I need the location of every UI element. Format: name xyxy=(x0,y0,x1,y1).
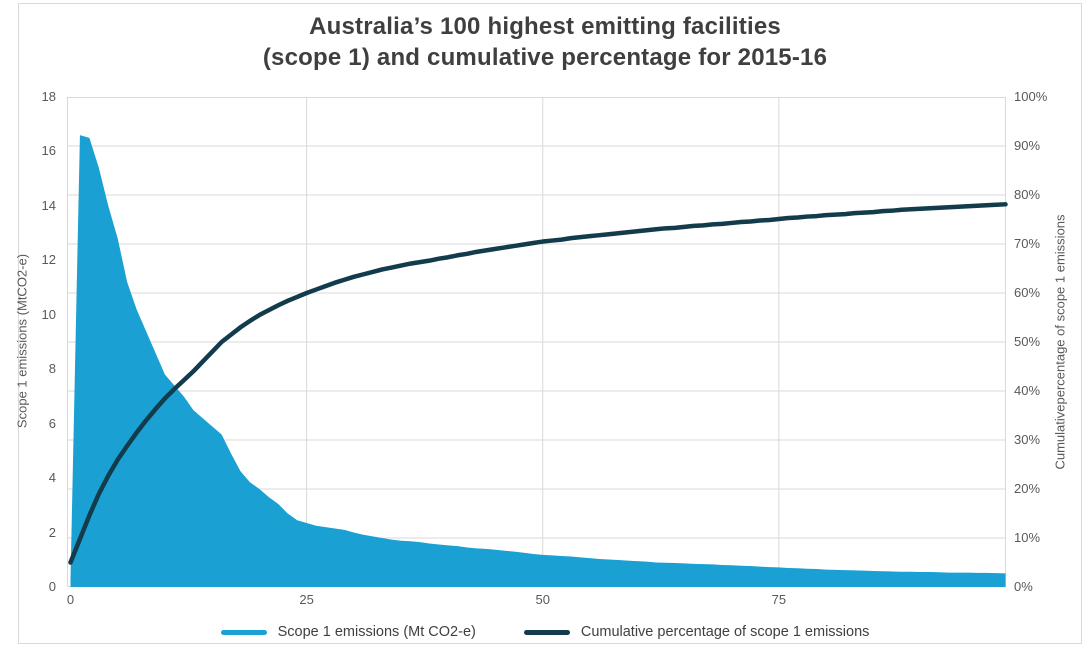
y-left-tick-18: 18 xyxy=(41,89,56,104)
y-right-tick-10: 10% xyxy=(1014,530,1041,545)
plot-area xyxy=(67,97,1008,588)
y-left-tick-16: 16 xyxy=(41,143,56,159)
y-left-tick-2: 2 xyxy=(48,524,56,540)
chart-title: Australia’s 100 highest emitting facilit… xyxy=(0,11,1090,73)
y-left-tick-10: 10 xyxy=(41,306,56,322)
legend-label-emissions: Scope 1 emissions (Mt CO2-e) xyxy=(277,624,476,640)
legend-item-cumulative: Cumulative percentage of scope 1 emissio… xyxy=(523,624,870,640)
chart-title-line2: (scope 1) and cumulative percentage for … xyxy=(262,44,828,71)
y-left-tick-12: 12 xyxy=(41,252,56,268)
y-right-tick-0: 0% xyxy=(1014,579,1033,594)
y-left-tick-6: 6 xyxy=(48,415,56,431)
y-right-tick-70: 70% xyxy=(1014,236,1041,251)
cumulative-line-series xyxy=(68,202,1008,565)
legend: Scope 1 emissions (Mt CO2-e) Cumulative … xyxy=(0,624,1090,640)
y-right-tick-50: 50% xyxy=(1014,334,1041,349)
legend-label-cumulative: Cumulative percentage of scope 1 emissio… xyxy=(580,624,870,640)
y-right-tick-30: 30% xyxy=(1014,432,1041,447)
y-right-tick-100: 100% xyxy=(1014,89,1048,104)
y-left-tick-4: 4 xyxy=(48,470,56,486)
y-left-tick-8: 8 xyxy=(48,361,56,377)
y-right-tick-80: 80% xyxy=(1014,187,1041,202)
x-tick-75: 75 xyxy=(771,592,787,607)
y-right-tick-90: 90% xyxy=(1014,138,1041,153)
x-tick-25: 25 xyxy=(299,592,314,607)
y-right-tick-60: 60% xyxy=(1014,285,1041,300)
chart-canvas xyxy=(67,97,1008,588)
y-axis-left-title: Scope 1 emissions (MtCO2-e) xyxy=(14,253,30,429)
y-left-tick-0: 0 xyxy=(48,579,56,594)
x-tick-50: 50 xyxy=(535,592,550,607)
emissions-series-swatch xyxy=(220,629,267,635)
y-right-tick-20: 20% xyxy=(1014,481,1041,496)
legend-item-emissions: Scope 1 emissions (Mt CO2-e) xyxy=(220,624,476,640)
x-tick-0: 0 xyxy=(66,592,75,607)
y-right-tick-40: 40% xyxy=(1014,383,1041,398)
y-left-tick-14: 14 xyxy=(41,197,56,213)
emissions-area-series xyxy=(70,135,1006,588)
y-axis-right-title: Cumulativepercentage of scope 1 emission… xyxy=(1052,214,1068,470)
chart-title-line1: Australia’s 100 highest emitting facilit… xyxy=(309,13,781,40)
cumulative-series-swatch xyxy=(523,629,570,635)
